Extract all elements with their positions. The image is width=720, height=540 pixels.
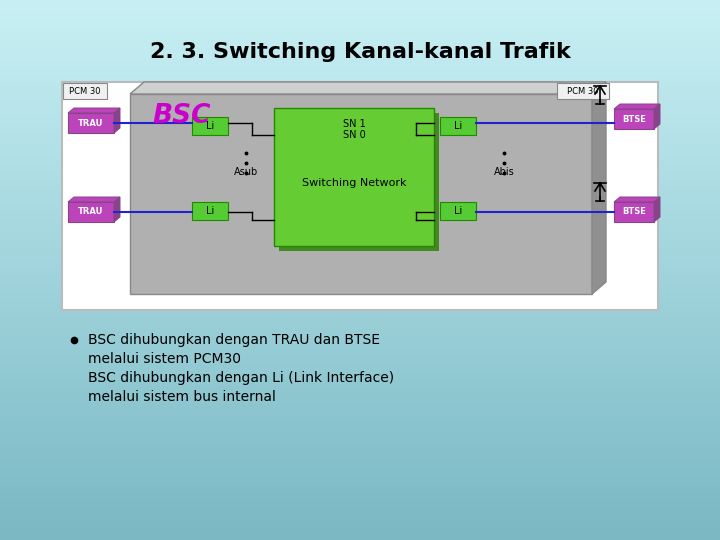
FancyBboxPatch shape <box>68 113 114 133</box>
FancyBboxPatch shape <box>614 202 654 222</box>
Polygon shape <box>592 82 606 294</box>
Text: 2. 3. Switching Kanal-kanal Trafik: 2. 3. Switching Kanal-kanal Trafik <box>150 42 570 62</box>
Text: BSC dihubungkan dengan Li (Link Interface): BSC dihubungkan dengan Li (Link Interfac… <box>88 371 394 385</box>
Text: Abis: Abis <box>494 167 514 177</box>
Text: BSC dihubungkan dengan TRAU dan BTSE: BSC dihubungkan dengan TRAU dan BTSE <box>88 333 380 347</box>
Polygon shape <box>614 104 660 109</box>
Text: TRAU: TRAU <box>78 207 104 217</box>
Polygon shape <box>68 197 120 202</box>
Text: BTSE: BTSE <box>622 114 646 124</box>
Text: Li: Li <box>206 206 214 216</box>
FancyBboxPatch shape <box>557 83 609 99</box>
Text: Li: Li <box>454 121 462 131</box>
Text: melalui sistem PCM30: melalui sistem PCM30 <box>88 352 241 366</box>
Text: Switching Network: Switching Network <box>302 178 406 188</box>
FancyBboxPatch shape <box>130 94 592 294</box>
FancyBboxPatch shape <box>440 202 476 220</box>
Text: SN 1: SN 1 <box>343 119 365 129</box>
Text: PCM 30: PCM 30 <box>69 86 101 96</box>
Text: BSC: BSC <box>153 103 211 129</box>
Polygon shape <box>654 197 660 222</box>
FancyBboxPatch shape <box>62 82 658 310</box>
Text: melalui sistem bus internal: melalui sistem bus internal <box>88 390 276 404</box>
FancyBboxPatch shape <box>68 202 114 222</box>
Text: PCM 30: PCM 30 <box>567 86 599 96</box>
Polygon shape <box>614 197 660 202</box>
Text: Li: Li <box>454 206 462 216</box>
Text: SN 0: SN 0 <box>343 130 365 140</box>
FancyBboxPatch shape <box>63 83 107 99</box>
Polygon shape <box>114 197 120 222</box>
FancyBboxPatch shape <box>192 117 228 135</box>
FancyBboxPatch shape <box>440 117 476 135</box>
Polygon shape <box>654 104 660 129</box>
Text: Li: Li <box>206 121 214 131</box>
Polygon shape <box>114 108 120 133</box>
FancyBboxPatch shape <box>614 109 654 129</box>
Polygon shape <box>130 82 606 94</box>
FancyBboxPatch shape <box>192 202 228 220</box>
FancyBboxPatch shape <box>279 113 439 251</box>
Text: TRAU: TRAU <box>78 118 104 127</box>
Text: BTSE: BTSE <box>622 207 646 217</box>
Text: Asub: Asub <box>234 167 258 177</box>
Polygon shape <box>68 108 120 113</box>
FancyBboxPatch shape <box>274 108 434 246</box>
